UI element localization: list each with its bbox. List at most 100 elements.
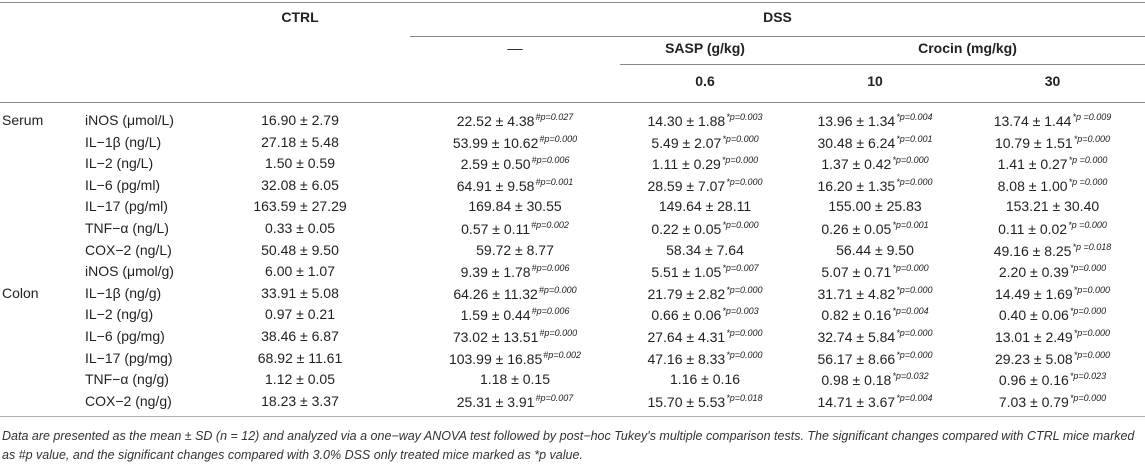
header-crocin: Crocin (mg/kg) [918, 40, 1017, 56]
table-cell-cr30: 8.08 ± 1.00*p =0.000 [960, 177, 1145, 194]
table-cell-dss: 73.02 ± 13.51#p=0.000 [410, 328, 620, 345]
dss-underline [410, 36, 1145, 37]
cell-value: 31.71 ± 4.82 [817, 286, 896, 302]
footnote: Data are presented as the mean ± SD (n =… [2, 429, 1135, 462]
p-value-superscript: #p=0.001 [535, 177, 574, 187]
table-cell-ctrl: 1.12 ± 0.05 [190, 371, 410, 387]
table-cell-cr30: 1.41 ± 0.27*p =0.000 [960, 155, 1145, 172]
p-value-superscript: *p=0.032 [892, 371, 929, 381]
table-cell-dss: 59.72 ± 8.77 [410, 242, 620, 258]
table-cell-cr10: 0.82 ± 0.16*p=0.004 [790, 306, 960, 323]
p-value-superscript: *p=0.004 [896, 112, 933, 122]
cell-value: 5.49 ± 2.07 [651, 135, 722, 151]
p-value-superscript: *p=0.000 [892, 263, 929, 273]
cell-value: 14.30 ± 1.88 [647, 113, 726, 129]
cell-value: 149.64 ± 28.11 [658, 198, 752, 214]
table-cell-cr30: 10.79 ± 1.51*p=0.000 [960, 134, 1145, 151]
table-cell-cr10: 13.96 ± 1.34*p=0.004 [790, 112, 960, 129]
row-label: IL−2 (ng/L) [85, 155, 154, 171]
p-value-superscript: *p=0.004 [896, 393, 933, 403]
row-label: iNOS (μmol/L) [85, 112, 174, 128]
cell-value: 47.16 ± 8.33 [647, 351, 726, 367]
p-value-superscript: #p=0.006 [531, 263, 570, 273]
header-crocin-dose-low: 10 [867, 73, 883, 89]
dose-underline [620, 64, 1145, 65]
cell-value: 16.90 ± 2.79 [261, 112, 339, 128]
cell-value: 0.96 ± 0.16 [998, 372, 1069, 388]
cell-value: 10.79 ± 1.51 [994, 135, 1073, 151]
p-value-superscript: *p=0.000 [896, 350, 933, 360]
cell-value: 1.18 ± 0.15 [480, 371, 550, 387]
row-label: iNOS (μmol/g) [85, 263, 174, 279]
p-value-superscript: *p=0.000 [1069, 393, 1107, 403]
p-value-superscript: *p=0.000 [1073, 350, 1111, 360]
p-value-superscript: *p=0.000 [726, 350, 763, 360]
table-cell-ctrl: 18.23 ± 3.37 [190, 393, 410, 409]
cell-value: 22.52 ± 4.38 [456, 113, 535, 129]
table-cell-sasp: 0.22 ± 0.05*p=0.000 [620, 220, 790, 237]
table-cell-cr30: 13.74 ± 1.44*p =0.009 [960, 112, 1145, 129]
cell-value: 73.02 ± 13.51 [452, 329, 539, 345]
cell-value: 14.71 ± 3.67 [817, 394, 896, 410]
table-cell-sasp: 149.64 ± 28.11 [620, 198, 790, 214]
p-value-superscript: *p=0.003 [726, 112, 763, 122]
row-label: IL−1β (ng/g) [85, 285, 162, 301]
table-cell-sasp: 58.34 ± 7.64 [620, 242, 790, 258]
cell-value: 169.84 ± 30.55 [468, 198, 562, 214]
row-label: COX−2 (ng/g) [85, 393, 172, 409]
table-cell-dss: 103.99 ± 16.85#p=0.002 [410, 350, 620, 367]
row-label: COX−2 (ng/L) [85, 242, 172, 258]
table-cell-dss: 53.99 ± 10.62#p=0.000 [410, 134, 620, 151]
p-value-superscript: *p=0.001 [892, 220, 929, 230]
p-value-superscript: *p=0.004 [892, 306, 929, 316]
cell-value: 0.26 ± 0.05 [821, 221, 892, 237]
cell-value: 163.59 ± 27.29 [253, 198, 347, 214]
table-cell-sasp: 1.16 ± 0.16 [620, 371, 790, 387]
cell-value: 33.91 ± 5.08 [261, 285, 339, 301]
p-value-superscript: *p =0.018 [1072, 242, 1112, 252]
cell-value: 1.11 ± 0.29 [651, 156, 721, 172]
p-value-superscript: *p=0.000 [896, 285, 933, 295]
table-cell-ctrl: 0.97 ± 0.21 [190, 306, 410, 322]
table-cell-ctrl: 163.59 ± 27.29 [190, 198, 410, 214]
cell-value: 1.41 ± 0.27 [997, 156, 1068, 172]
table-cell-cr30: 153.21 ± 30.40 [960, 198, 1145, 214]
table-cell-cr30: 13.01 ± 2.49*p=0.000 [960, 328, 1145, 345]
cell-value: 1.16 ± 0.16 [670, 371, 740, 387]
cell-value: 56.17 ± 8.66 [817, 351, 896, 367]
table-cell-cr10: 14.71 ± 3.67*p=0.004 [790, 393, 960, 410]
cell-value: 16.20 ± 1.35 [817, 178, 896, 194]
table-cell-sasp: 5.49 ± 2.07*p=0.000 [620, 134, 790, 151]
table-cell-sasp: 27.64 ± 4.31*p=0.000 [620, 328, 790, 345]
table-cell-cr30: 14.49 ± 1.69*p=0.000 [960, 285, 1145, 302]
table-cell-ctrl: 0.33 ± 0.05 [190, 220, 410, 236]
table-cell-ctrl: 32.08 ± 6.05 [190, 177, 410, 193]
table-cell-ctrl: 33.91 ± 5.08 [190, 285, 410, 301]
table-cell-cr10: 32.74 ± 5.84*p=0.000 [790, 328, 960, 345]
cell-value: 25.31 ± 3.91 [456, 394, 535, 410]
row-label: IL−6 (pg/ml) [85, 177, 161, 193]
cell-value: 18.23 ± 3.37 [261, 393, 339, 409]
cell-value: 56.44 ± 9.50 [836, 242, 914, 258]
table-cell-dss: 64.91 ± 9.58#p=0.001 [410, 177, 620, 194]
table-cell-cr10: 155.00 ± 25.83 [790, 198, 960, 214]
table-cell-dss: 22.52 ± 4.38#p=0.027 [410, 112, 620, 129]
cell-value: 1.50 ± 0.59 [265, 155, 335, 171]
p-value-superscript: *p=0.000 [726, 177, 763, 187]
cell-value: 13.74 ± 1.44 [993, 113, 1072, 129]
table-cell-cr10: 56.17 ± 8.66*p=0.000 [790, 350, 960, 367]
p-value-superscript: *p =0.000 [1068, 220, 1107, 230]
cell-value: 155.00 ± 25.83 [828, 198, 922, 214]
cell-value: 0.11 ± 0.02 [998, 221, 1068, 237]
header-sasp-dose: 0.6 [695, 73, 715, 89]
table-cell-ctrl: 50.48 ± 9.50 [190, 242, 410, 258]
table-cell-sasp: 47.16 ± 8.33*p=0.000 [620, 350, 790, 367]
table-cell-sasp: 15.70 ± 5.53*p=0.018 [620, 393, 790, 410]
table-cell-ctrl: 68.92 ± 11.61 [190, 350, 410, 366]
table-cell-cr10: 16.20 ± 1.35*p=0.000 [790, 177, 960, 194]
cell-value: 0.57 ± 0.11 [461, 221, 531, 237]
p-value-superscript: *p=0.000 [1073, 285, 1111, 295]
row-label: IL−17 (pg/mg) [85, 350, 173, 366]
cell-value: 0.97 ± 0.21 [265, 306, 335, 322]
table-cell-ctrl: 38.46 ± 6.87 [190, 328, 410, 344]
